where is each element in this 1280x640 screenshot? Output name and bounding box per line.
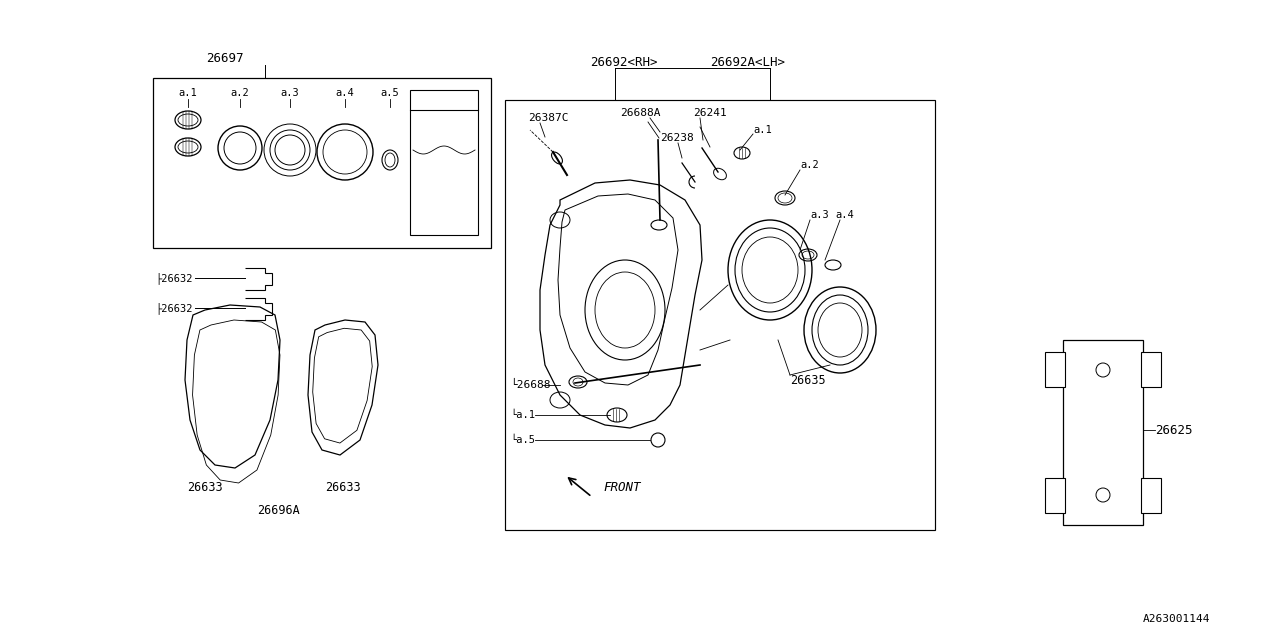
Text: a.3: a.3: [280, 88, 300, 98]
Text: ├26632: ├26632: [155, 302, 192, 314]
Text: └a.5: └a.5: [509, 435, 535, 445]
Text: a.5: a.5: [380, 88, 399, 98]
Text: 26635: 26635: [790, 374, 826, 387]
Text: 26688A: 26688A: [620, 108, 660, 118]
Text: 26238: 26238: [660, 133, 694, 143]
Text: 26696A: 26696A: [256, 504, 300, 516]
Bar: [154, 78, 492, 248]
Bar: [506, 100, 934, 530]
Text: 26625: 26625: [1155, 424, 1193, 436]
Text: 26633: 26633: [325, 481, 361, 493]
Text: a.3: a.3: [810, 210, 828, 220]
Text: FRONT: FRONT: [603, 481, 640, 493]
Text: 26697: 26697: [206, 51, 243, 65]
Text: A263001144: A263001144: [1143, 614, 1210, 624]
Bar: [1062, 340, 1143, 525]
Text: 26633: 26633: [187, 481, 223, 493]
Text: 26692A<LH>: 26692A<LH>: [710, 56, 785, 68]
Bar: [410, 90, 477, 235]
Text: 26387C: 26387C: [529, 113, 568, 123]
Text: a.2: a.2: [800, 160, 819, 170]
Bar: [1140, 478, 1161, 513]
Text: a.1: a.1: [179, 88, 197, 98]
Text: 26692<RH>: 26692<RH>: [590, 56, 658, 68]
Text: a.4: a.4: [335, 88, 355, 98]
Text: a.4: a.4: [835, 210, 854, 220]
Bar: [1044, 352, 1065, 387]
Text: 26241: 26241: [692, 108, 727, 118]
Text: a.2: a.2: [230, 88, 250, 98]
Text: └26688: └26688: [509, 380, 550, 390]
Bar: [1140, 352, 1161, 387]
Text: ├26632: ├26632: [155, 272, 192, 284]
Text: └a.1: └a.1: [509, 410, 535, 420]
Bar: [1044, 478, 1065, 513]
Text: a.1: a.1: [753, 125, 772, 135]
